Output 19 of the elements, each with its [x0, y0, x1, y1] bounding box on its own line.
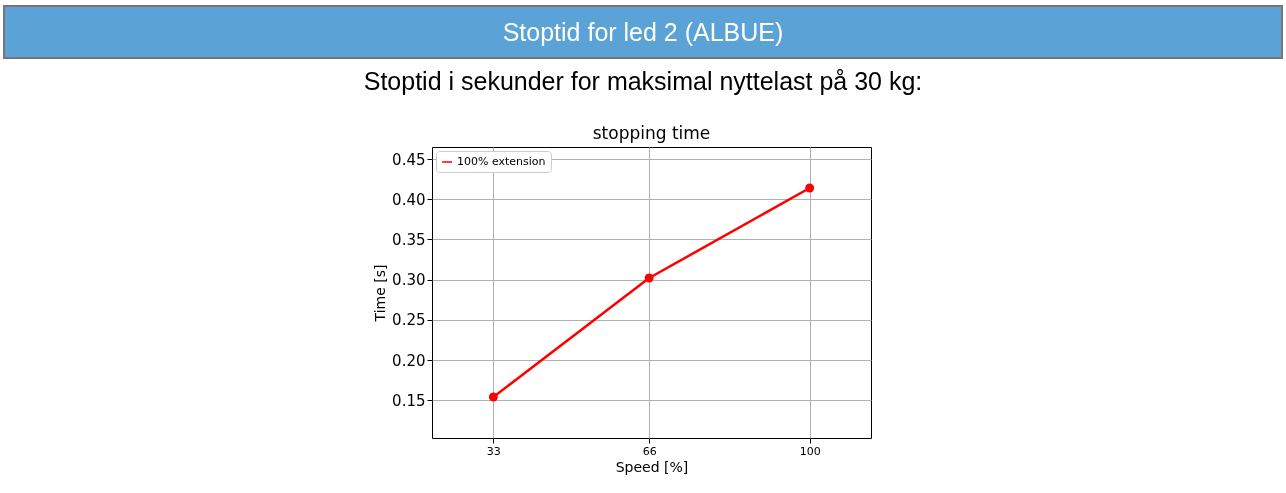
point [805, 183, 815, 193]
point [644, 273, 654, 283]
chart-title: stopping time [592, 123, 711, 143]
chart-subtitle: Stoptid i sekunder for maksimal nyttelast på 30 kg: [363, 67, 923, 95]
y-tick-label: 0.15 [392, 391, 426, 410]
y-tick-label: 0.20 [392, 351, 426, 370]
y-tick-label: 0.35 [392, 230, 426, 249]
text: Stoptid for led 2 (ALBUE) [502, 18, 784, 46]
x-tick-label: 66 [642, 444, 657, 458]
legend-label: 100% extension [457, 155, 546, 168]
y-axis-title: Time [s] [372, 264, 389, 323]
y-tick-label: 0.25 [392, 311, 426, 330]
y-tick-label: 0.45 [392, 150, 426, 169]
point [488, 392, 498, 402]
x-tick-label: 100 [799, 444, 821, 458]
y-tick-label: 0.30 [392, 271, 426, 290]
x-tick-label: 33 [486, 444, 501, 458]
x-axis-title: Speed [%] [615, 458, 689, 475]
y-tick-label: 0.40 [392, 190, 426, 209]
